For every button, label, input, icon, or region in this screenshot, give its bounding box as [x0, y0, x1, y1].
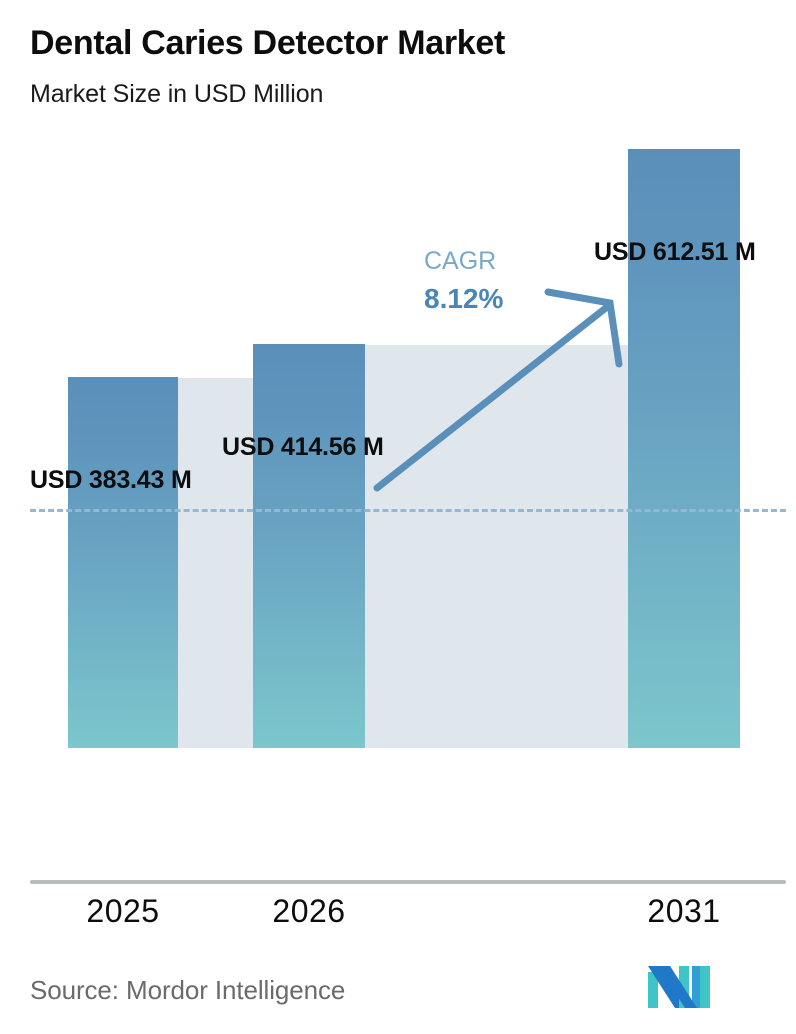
growth-arrow-icon [373, 288, 623, 492]
x-tick-2031: 2031 [647, 893, 721, 929]
reference-dashed-line [30, 509, 786, 512]
value-label-2025: USD 383.43 M [30, 466, 192, 494]
cagr-value: 8.12% [424, 283, 504, 314]
source-attribution: Source: Mordor Intelligence [30, 975, 346, 1005]
value-label-2031: USD 612.51 M [594, 238, 756, 266]
x-tick-2026: 2026 [272, 893, 346, 929]
chart-band-2025-2026 [178, 378, 254, 748]
bar-chart-plot-area [30, 149, 786, 884]
bar-2026[interactable] [253, 344, 365, 748]
mordor-intelligence-logo-icon [648, 966, 710, 1008]
x-axis-line [30, 880, 786, 884]
chart-subtitle: Market Size in USD Million [30, 80, 324, 108]
value-label-2026: USD 414.56 M [222, 433, 384, 461]
bar-2031[interactable] [628, 149, 740, 748]
bar-2025[interactable] [68, 377, 178, 748]
cagr-label: CAGR [424, 247, 497, 275]
page-title: Dental Caries Detector Market [30, 24, 506, 62]
chart-band-2026-2031 [365, 345, 628, 748]
x-tick-2025: 2025 [86, 893, 160, 929]
